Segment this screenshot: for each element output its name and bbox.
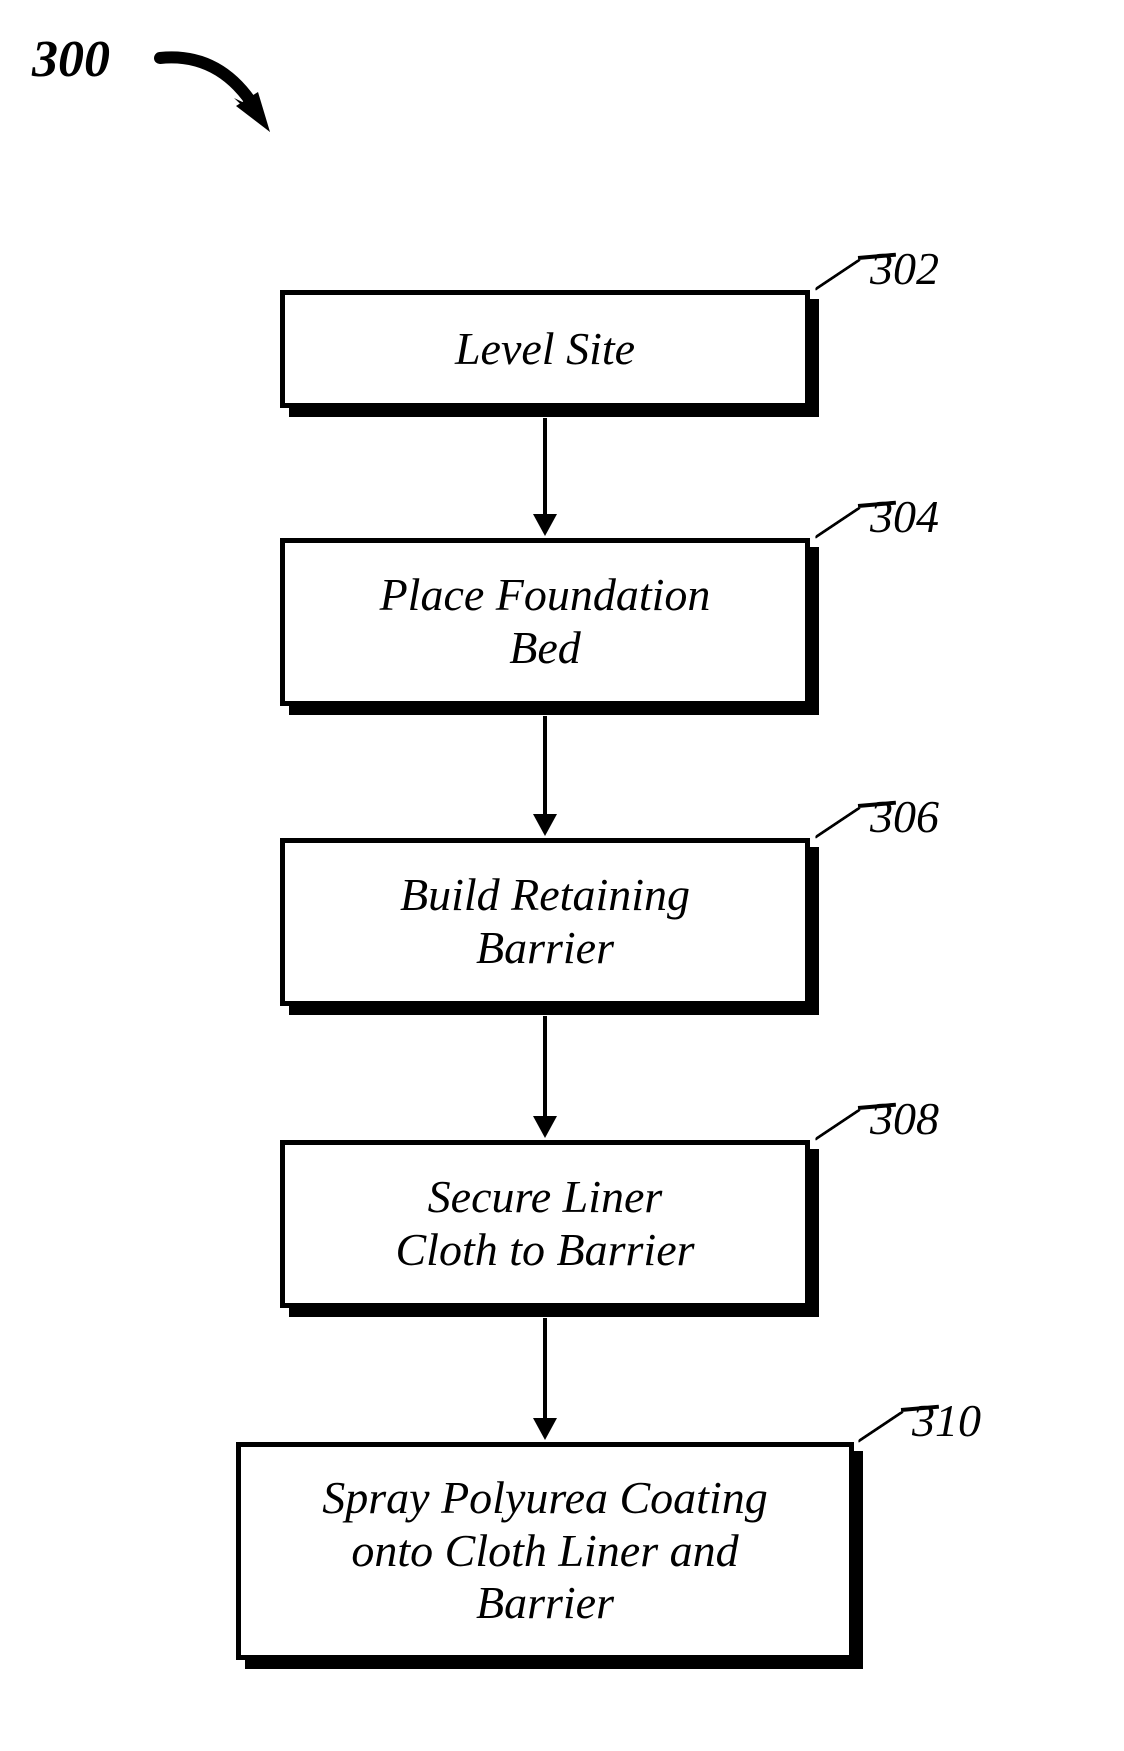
- connector-line: [543, 1016, 546, 1116]
- leader-line: [814, 258, 861, 290]
- arrowhead-icon: [533, 1418, 557, 1440]
- reference-label: 302: [870, 242, 939, 295]
- arrowhead-icon: [533, 514, 557, 536]
- reference-label: 308: [870, 1092, 939, 1145]
- arrowhead-icon: [533, 814, 557, 836]
- step-308: Secure Liner Cloth to Barrier: [280, 1140, 810, 1308]
- arrowhead-icon: [533, 1116, 557, 1138]
- curve-arrow-icon: [150, 40, 290, 150]
- leader-line: [814, 806, 861, 838]
- connector-line: [543, 716, 546, 814]
- connector-line: [543, 1318, 546, 1418]
- step-302: Level Site: [280, 290, 810, 408]
- reference-label: 304: [870, 490, 939, 543]
- connector-line: [543, 418, 546, 514]
- step-306: Build Retaining Barrier: [280, 838, 810, 1006]
- step-310: Spray Polyurea Coating onto Cloth Liner …: [236, 1442, 854, 1660]
- main-reference-label: 300: [32, 30, 110, 89]
- reference-label: 306: [870, 790, 939, 843]
- leader-line: [814, 506, 861, 538]
- flowchart-container: 300 Level Site 302 Place Foundation Bed 304…: [0, 0, 1124, 1751]
- step-304: Place Foundation Bed: [280, 538, 810, 706]
- leader-line: [814, 1108, 861, 1140]
- reference-label: 310: [912, 1394, 981, 1447]
- leader-line: [857, 1410, 904, 1442]
